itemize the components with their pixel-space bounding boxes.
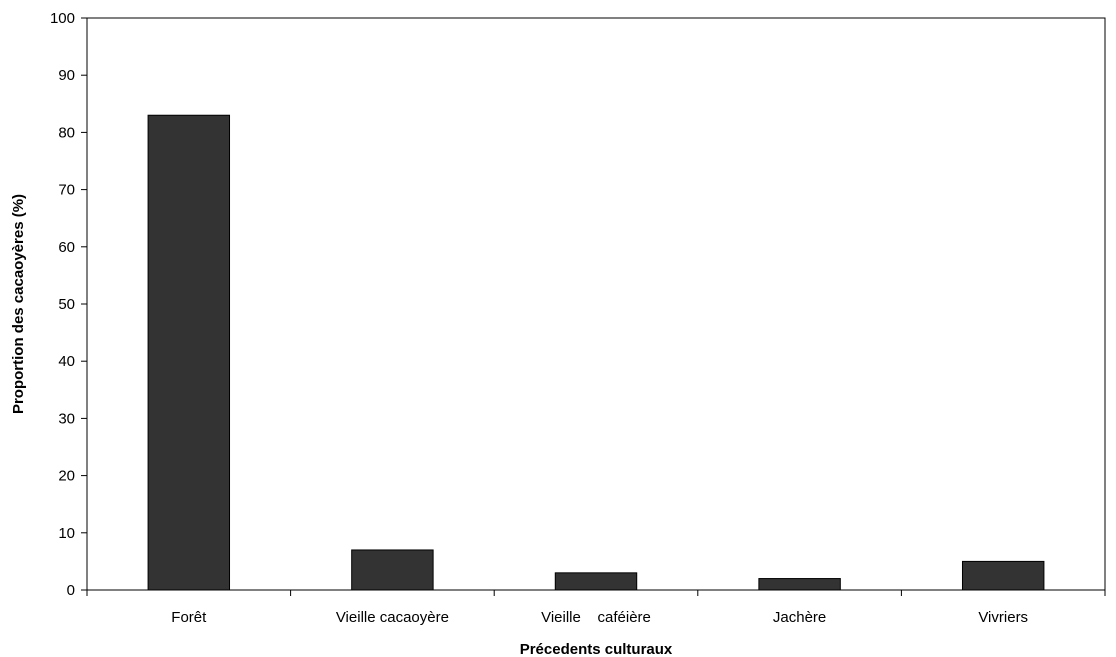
- x-tick-label: Vieille caféière: [541, 609, 651, 626]
- y-tick-label: 50: [58, 296, 75, 313]
- y-tick-label: 70: [58, 182, 75, 199]
- y-tick-label: 10: [58, 525, 75, 542]
- x-tick-label: Jachère: [773, 609, 826, 626]
- y-tick-label: 20: [58, 468, 75, 485]
- y-tick-label: 0: [67, 582, 75, 599]
- x-tick-label: Forêt: [171, 609, 207, 626]
- bar: [147, 114, 231, 591]
- y-tick-label: 40: [58, 353, 75, 370]
- x-tick-label: Vieille cacaoyère: [336, 609, 449, 626]
- plot-border: [86, 17, 1106, 591]
- y-tick-label: 60: [58, 239, 75, 256]
- bar: [554, 572, 638, 591]
- bar: [961, 560, 1045, 591]
- bar: [351, 549, 434, 591]
- x-tick-label: Vivriers: [978, 609, 1028, 626]
- y-axis-title: Proportion des cacaoyères (%): [10, 194, 27, 414]
- x-axis-title: Précedents culturaux: [520, 641, 673, 657]
- y-tick-label: 90: [58, 67, 75, 84]
- x-axis: Forêt Vieille cacaoyère Vieille caféière Ja…: [86, 590, 1106, 626]
- y-tick-label: 100: [50, 10, 75, 27]
- y-axis: 0 10 20 30 40 50 60 70 80 90 100: [50, 10, 87, 599]
- plot-area: [86, 17, 1106, 591]
- y-tick-label: 80: [58, 124, 75, 141]
- y-tick-label: 30: [58, 410, 75, 427]
- bars: [147, 114, 1045, 591]
- bar: [758, 578, 841, 591]
